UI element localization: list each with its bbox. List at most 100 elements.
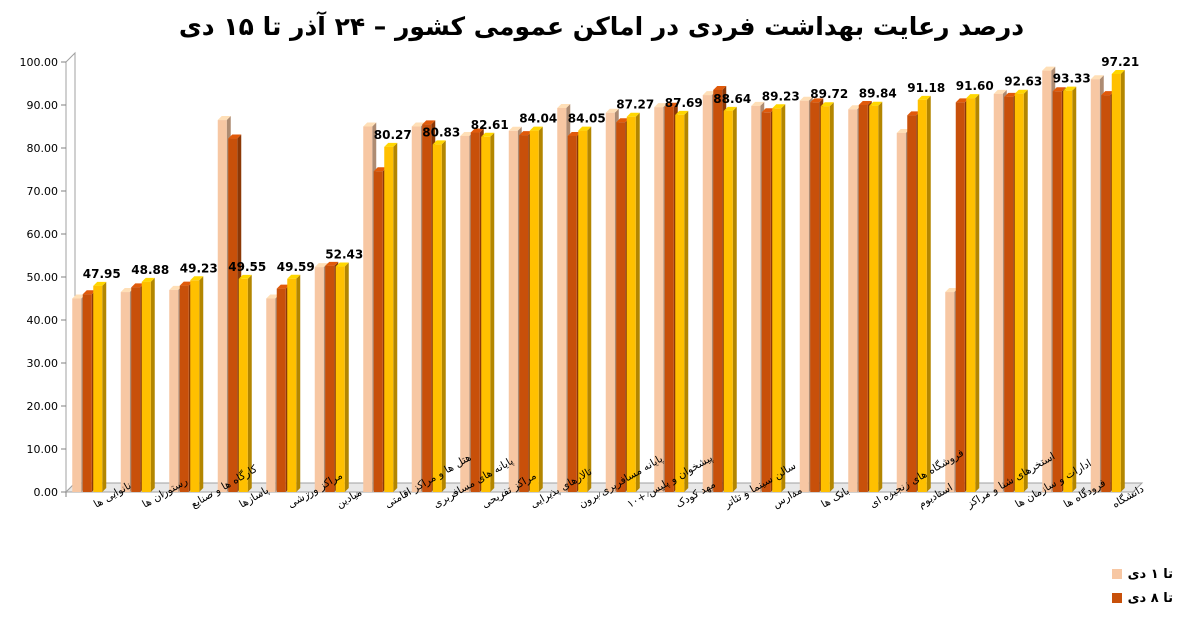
bar-front (470, 132, 480, 492)
bar-side (878, 101, 883, 493)
bar-front (567, 135, 577, 492)
bar-front (481, 136, 491, 493)
bar-front (1063, 90, 1073, 492)
bar-top (858, 101, 872, 105)
bar-front (228, 138, 238, 493)
bar-side (102, 281, 107, 492)
bar-top (896, 128, 910, 133)
bar (335, 262, 349, 492)
bar-front (1042, 70, 1052, 492)
bar-front (238, 278, 248, 492)
bar-top (82, 290, 96, 295)
y-tick-label: 20.00 (27, 400, 59, 413)
bar-side (635, 112, 640, 492)
data-label: 92.63 (1004, 75, 1042, 89)
bar-front (605, 112, 615, 493)
bar-top (1014, 89, 1028, 94)
bar-front (422, 124, 432, 492)
bar-top (557, 104, 571, 109)
chart-title: درصد رعایت بهداشت فردی در اماکن عمومی کش… (178, 12, 1025, 41)
bar-front (508, 130, 518, 493)
bar-top (675, 110, 689, 115)
bar-front (432, 144, 442, 492)
bar-front (335, 266, 345, 492)
bar-front (557, 108, 567, 492)
data-label: 93.33 (1053, 72, 1091, 86)
bar-top (702, 91, 716, 96)
bar-top (1004, 92, 1018, 97)
data-label: 89.23 (762, 89, 800, 103)
bar-top (966, 94, 980, 99)
bar-front (616, 122, 626, 492)
bar-top (335, 262, 349, 267)
bar-front (654, 107, 664, 493)
bar-top (179, 281, 193, 286)
bar-front (1101, 95, 1111, 493)
y-tick-label: 40.00 (27, 314, 59, 327)
y-tick-label: 0.00 (34, 486, 59, 499)
bar-side (150, 277, 155, 492)
data-label: 91.18 (907, 81, 945, 95)
bar-top (411, 122, 425, 127)
bar-side (829, 102, 834, 492)
bar-top (751, 101, 765, 106)
bar-front (751, 105, 761, 493)
bar-front (120, 292, 130, 492)
data-label: 48.88 (131, 263, 169, 277)
bar (238, 274, 252, 492)
data-label: 84.05 (568, 112, 606, 126)
bar-front (179, 285, 189, 492)
bar-front (820, 106, 830, 492)
bar-front (966, 98, 976, 493)
bar-front (363, 126, 373, 492)
bar-side (344, 262, 349, 492)
bar-top (363, 122, 377, 127)
bar-front (1111, 73, 1121, 492)
bar-top (1042, 66, 1056, 71)
bar-front (1052, 91, 1062, 493)
y-tick-label: 50.00 (27, 271, 59, 284)
data-label: 80.27 (374, 128, 412, 142)
data-label: 80.83 (422, 125, 460, 139)
bar-top (422, 120, 436, 125)
data-label: 47.95 (83, 267, 121, 281)
bar-top (1101, 91, 1115, 96)
bar-side (1120, 69, 1125, 492)
bar-front (917, 99, 927, 493)
y-tick-label: 90.00 (27, 99, 59, 112)
data-label: 88.64 (713, 92, 751, 106)
bar-top (810, 98, 824, 103)
bar-front (325, 265, 335, 492)
bar-top (190, 276, 204, 281)
bar-top (1090, 75, 1104, 80)
bar-top (993, 89, 1007, 94)
bar-top (93, 281, 107, 286)
bar-top (373, 167, 387, 172)
bar-top (519, 131, 533, 136)
y-tick-label: 10.00 (27, 443, 59, 456)
bar-top (508, 126, 522, 131)
bar-side (1023, 89, 1028, 492)
bar-side (393, 142, 398, 493)
bar-top (1111, 69, 1125, 74)
data-label: 49.59 (277, 260, 315, 274)
chart-bars (72, 66, 1125, 493)
bar-top (529, 126, 543, 131)
bar-front (869, 105, 879, 493)
bar-front (907, 115, 917, 492)
bar-top (266, 294, 280, 299)
bar-top (287, 274, 301, 279)
bar (675, 110, 689, 493)
bar-front (314, 267, 324, 492)
y-tick-label: 70.00 (27, 185, 59, 198)
bar-top (848, 105, 862, 110)
bar-top (917, 95, 931, 100)
bar-top (761, 108, 775, 113)
chart-legend: تا ۱ دی تا ۸ دی (1111, 562, 1173, 610)
bar-top (567, 131, 581, 136)
bar-side (684, 110, 689, 493)
bar (772, 104, 786, 492)
bar-front (723, 110, 733, 493)
data-label: 91.60 (956, 79, 994, 93)
legend-item-series2: تا ۸ دی (1111, 586, 1173, 610)
